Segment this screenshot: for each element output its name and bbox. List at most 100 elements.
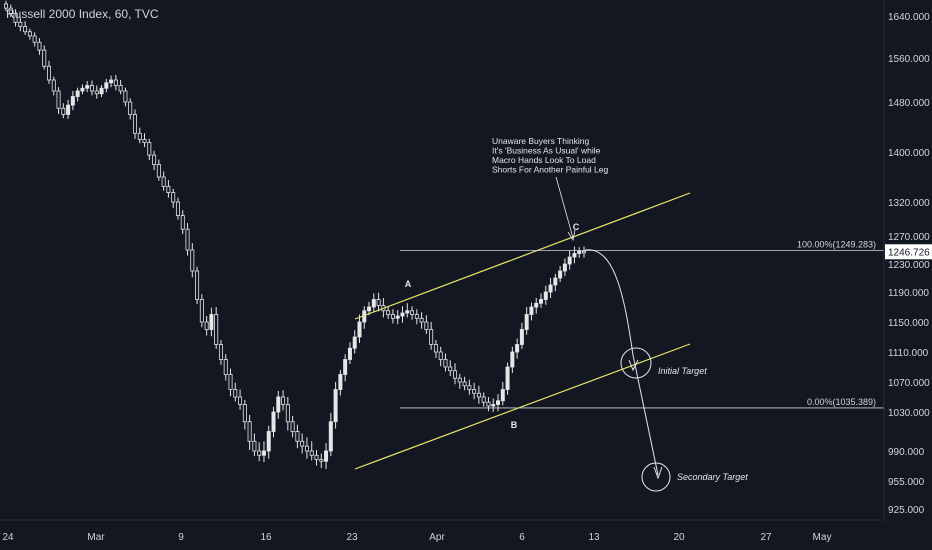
- fib-label: 100.00%(1249.283): [797, 240, 876, 250]
- y-tick-label: 1560.000: [888, 54, 930, 65]
- candle-body: [572, 253, 577, 258]
- candle-body: [324, 450, 329, 462]
- candle-body: [519, 329, 524, 345]
- candle-body: [156, 164, 161, 178]
- candle-body: [118, 85, 123, 92]
- y-tick-label: 1480.000: [888, 98, 930, 109]
- x-tick-label: Apr: [429, 532, 445, 543]
- candle-body: [472, 389, 477, 394]
- y-tick-label: 925.000: [888, 505, 925, 516]
- candle-body: [13, 12, 18, 23]
- candle-body: [233, 389, 238, 398]
- candle-body: [89, 85, 94, 92]
- candle-body: [190, 249, 195, 272]
- candle-body: [171, 192, 176, 203]
- annotation-text-line: Macro Hands Look To Load: [492, 155, 596, 165]
- candles-group: [4, 0, 587, 469]
- candle-body: [433, 344, 438, 353]
- x-tick-label: 20: [673, 532, 685, 543]
- target-circle: [641, 462, 671, 492]
- candle-body: [238, 396, 243, 405]
- candle-body: [462, 381, 467, 387]
- candle-body: [410, 310, 415, 315]
- candle-body: [357, 321, 362, 338]
- point-labels-group: A B C: [405, 176, 580, 430]
- candle-body: [347, 347, 352, 360]
- candle-body: [300, 440, 305, 447]
- current-price-tag: 1246.726: [885, 244, 932, 260]
- annotation-text-line: Unaware Buyers Thinking: [492, 136, 589, 146]
- candle-body: [75, 90, 80, 97]
- candle-body: [252, 440, 257, 452]
- candle-body: [113, 79, 118, 86]
- candle-body: [429, 329, 434, 345]
- channel-upper-line: [354, 192, 691, 320]
- y-tick-label: 990.000: [888, 447, 925, 458]
- candle-body: [180, 215, 185, 230]
- current-price-box: [885, 244, 932, 260]
- candle-body: [242, 404, 247, 423]
- candle-body: [214, 314, 219, 345]
- candle-body: [400, 312, 405, 317]
- y-tick-label: 955.000: [888, 477, 925, 488]
- x-tick-label: Mar: [87, 532, 105, 543]
- x-tick-label: 24: [2, 532, 14, 543]
- candle-body: [51, 79, 56, 92]
- y-axis[interactable]: 1640.000 1560.000 1480.000 1400.000 1320.000…: [888, 12, 930, 516]
- candle-body: [152, 154, 157, 165]
- candle-body: [510, 351, 515, 368]
- y-tick-label: 1270.000: [888, 232, 930, 243]
- x-tick-label: May: [813, 532, 832, 543]
- candle-body: [319, 459, 324, 462]
- candle-body: [109, 79, 114, 84]
- candle-body: [443, 359, 448, 368]
- point-label: A: [405, 279, 412, 289]
- candle-body: [104, 82, 109, 89]
- candle-body: [534, 302, 539, 308]
- x-tick-label: 6: [519, 532, 525, 543]
- x-axis[interactable]: 24 Mar 9 16 23 Apr 6 13 20 27 May: [2, 532, 831, 543]
- candle-body: [70, 96, 75, 106]
- x-tick-label: 13: [588, 532, 600, 543]
- annotation-pointer-head: [567, 229, 576, 242]
- fib-group: 100.00%(1249.283) 0.00%(1035.389): [400, 240, 884, 409]
- target-label: Secondary Target: [677, 472, 748, 482]
- candle-body: [142, 139, 147, 144]
- x-tick-label: 23: [346, 532, 358, 543]
- candle-body: [199, 299, 204, 323]
- candle-body: [496, 400, 501, 405]
- candle-body: [85, 85, 90, 89]
- x-tick-label: 27: [760, 532, 772, 543]
- candle-body: [66, 104, 71, 115]
- candle-body: [271, 411, 276, 432]
- candle-body: [376, 299, 381, 306]
- candle-body: [539, 299, 544, 304]
- candle-body: [23, 26, 28, 33]
- candle-body: [314, 454, 319, 460]
- candle-body: [223, 359, 228, 375]
- candle-body: [257, 450, 262, 456]
- y-tick-label: 1400.000: [888, 148, 930, 159]
- candle-body: [543, 291, 548, 300]
- candle-body: [290, 421, 295, 432]
- candle-body: [343, 359, 348, 375]
- candle-body: [562, 263, 567, 272]
- candle-body: [386, 310, 391, 315]
- candle-body: [99, 87, 104, 95]
- current-price-text: 1246.726: [888, 247, 930, 258]
- candle-body: [529, 306, 534, 315]
- candle-body: [266, 431, 271, 452]
- candle-body: [390, 314, 395, 319]
- candle-body: [4, 3, 9, 9]
- candle-body: [419, 317, 424, 323]
- plot-area-bg: [0, 0, 884, 520]
- candle-body: [128, 101, 133, 115]
- x-tick-label: 9: [178, 532, 184, 543]
- candle-body: [457, 377, 462, 383]
- target-label: Initial Target: [658, 366, 707, 376]
- candle-body: [195, 270, 200, 300]
- candle-body: [414, 314, 419, 319]
- candle-body: [137, 132, 142, 140]
- candle-body: [395, 315, 400, 319]
